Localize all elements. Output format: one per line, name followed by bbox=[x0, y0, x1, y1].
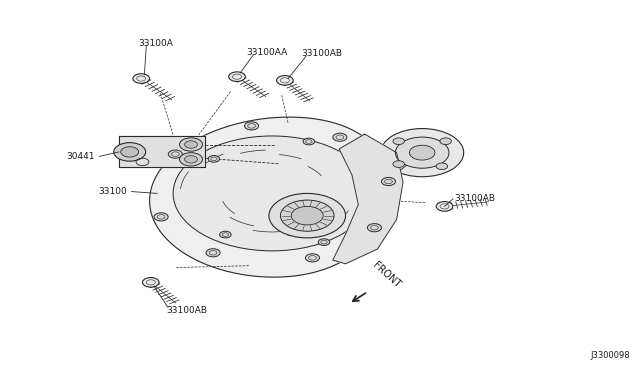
Circle shape bbox=[244, 122, 259, 130]
Circle shape bbox=[220, 231, 231, 238]
Text: 33100AB: 33100AB bbox=[301, 49, 342, 58]
Circle shape bbox=[179, 153, 202, 166]
Circle shape bbox=[206, 249, 220, 257]
Circle shape bbox=[280, 200, 334, 231]
Circle shape bbox=[184, 155, 197, 163]
Circle shape bbox=[173, 136, 371, 251]
Circle shape bbox=[184, 141, 197, 148]
Circle shape bbox=[143, 278, 159, 287]
Circle shape bbox=[318, 239, 330, 246]
Circle shape bbox=[367, 224, 381, 232]
Circle shape bbox=[179, 138, 202, 151]
Text: 33100AB: 33100AB bbox=[454, 195, 495, 203]
Circle shape bbox=[393, 138, 404, 145]
Circle shape bbox=[291, 206, 323, 225]
Text: 33100A: 33100A bbox=[138, 39, 173, 48]
Circle shape bbox=[381, 129, 464, 177]
Circle shape bbox=[228, 72, 245, 81]
Circle shape bbox=[440, 138, 451, 145]
Circle shape bbox=[269, 193, 346, 238]
Circle shape bbox=[410, 145, 435, 160]
Text: FRONT: FRONT bbox=[371, 260, 403, 290]
Circle shape bbox=[208, 155, 220, 162]
Text: 30441: 30441 bbox=[67, 152, 95, 161]
Circle shape bbox=[114, 142, 146, 161]
Circle shape bbox=[381, 177, 396, 186]
Polygon shape bbox=[352, 138, 413, 179]
Polygon shape bbox=[333, 134, 403, 264]
Circle shape bbox=[305, 254, 319, 262]
Circle shape bbox=[133, 74, 150, 83]
Circle shape bbox=[276, 76, 293, 85]
Text: J3300098: J3300098 bbox=[590, 351, 630, 360]
Text: 33100AB: 33100AB bbox=[167, 306, 208, 315]
Circle shape bbox=[154, 213, 168, 221]
Circle shape bbox=[436, 202, 453, 211]
Circle shape bbox=[436, 163, 447, 170]
Circle shape bbox=[121, 147, 139, 157]
Circle shape bbox=[393, 161, 404, 167]
Text: 33100AA: 33100AA bbox=[246, 48, 288, 57]
Circle shape bbox=[168, 150, 182, 158]
Circle shape bbox=[333, 133, 347, 141]
Circle shape bbox=[396, 137, 449, 168]
Text: 33100: 33100 bbox=[99, 187, 127, 196]
Polygon shape bbox=[119, 136, 205, 167]
Polygon shape bbox=[150, 117, 390, 277]
Circle shape bbox=[303, 138, 315, 145]
